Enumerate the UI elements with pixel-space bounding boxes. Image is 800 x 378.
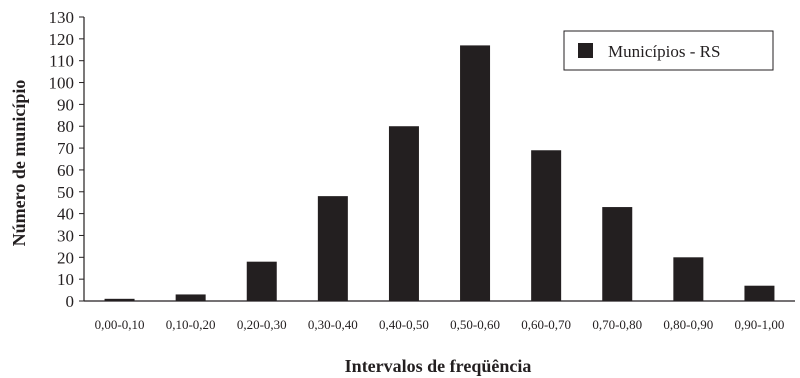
legend: Municípios - RS: [563, 30, 774, 71]
legend-box: [563, 30, 774, 71]
y-tick-label: 50: [57, 183, 74, 202]
y-tick-label: 90: [57, 95, 74, 114]
bar: [104, 298, 135, 301]
y-tick-label: 70: [57, 139, 74, 158]
bar: [531, 150, 562, 301]
bar: [246, 261, 277, 301]
bar: [673, 257, 704, 301]
y-tick-label: 120: [49, 30, 75, 49]
y-tick-label: 110: [49, 52, 74, 71]
x-tick-label: 0,80-0,90: [663, 317, 713, 332]
bar: [388, 126, 419, 301]
bar: [317, 196, 348, 301]
bar: [460, 45, 491, 302]
bar: [175, 294, 206, 301]
y-tick-label: 10: [57, 270, 74, 289]
x-tick-label: 0,90-1,00: [735, 317, 785, 332]
x-tick-label: 0,10-0,20: [166, 317, 216, 332]
bar-series: [104, 45, 775, 302]
x-tick-label: 0,60-0,70: [521, 317, 571, 332]
x-tick-label: 0,20-0,30: [237, 317, 287, 332]
y-tick-label: 40: [57, 205, 74, 224]
y-axis-title: Número de município: [9, 80, 29, 247]
y-tick-label: 80: [57, 117, 74, 136]
y-tick-label: 30: [57, 226, 74, 245]
x-tick-label: 0,40-0,50: [379, 317, 429, 332]
x-axis-ticks: 0,00-0,10 0,10-0,20 0,20-0,30 0,30-0,40 0,40…: [95, 317, 785, 332]
legend-swatch: [578, 43, 593, 58]
y-axis-ticks: 0 10 20 30 40 50 60 70 80 90 100 110 120 130: [49, 8, 84, 311]
y-tick-label: 60: [57, 161, 74, 180]
y-tick-label: 20: [57, 248, 74, 267]
y-tick-label: 130: [49, 8, 75, 27]
x-tick-label: 0,00-0,10: [95, 317, 145, 332]
x-axis-title: Intervalos de freqüência: [345, 356, 532, 376]
x-tick-label: 0,50-0,60: [450, 317, 500, 332]
x-tick-label: 0,30-0,40: [308, 317, 358, 332]
legend-label: Municípios - RS: [608, 42, 720, 61]
bar: [744, 285, 775, 301]
x-tick-label: 0,70-0,80: [592, 317, 642, 332]
y-tick-label: 0: [66, 292, 75, 311]
bar: [602, 207, 633, 301]
y-tick-label: 100: [49, 74, 75, 93]
